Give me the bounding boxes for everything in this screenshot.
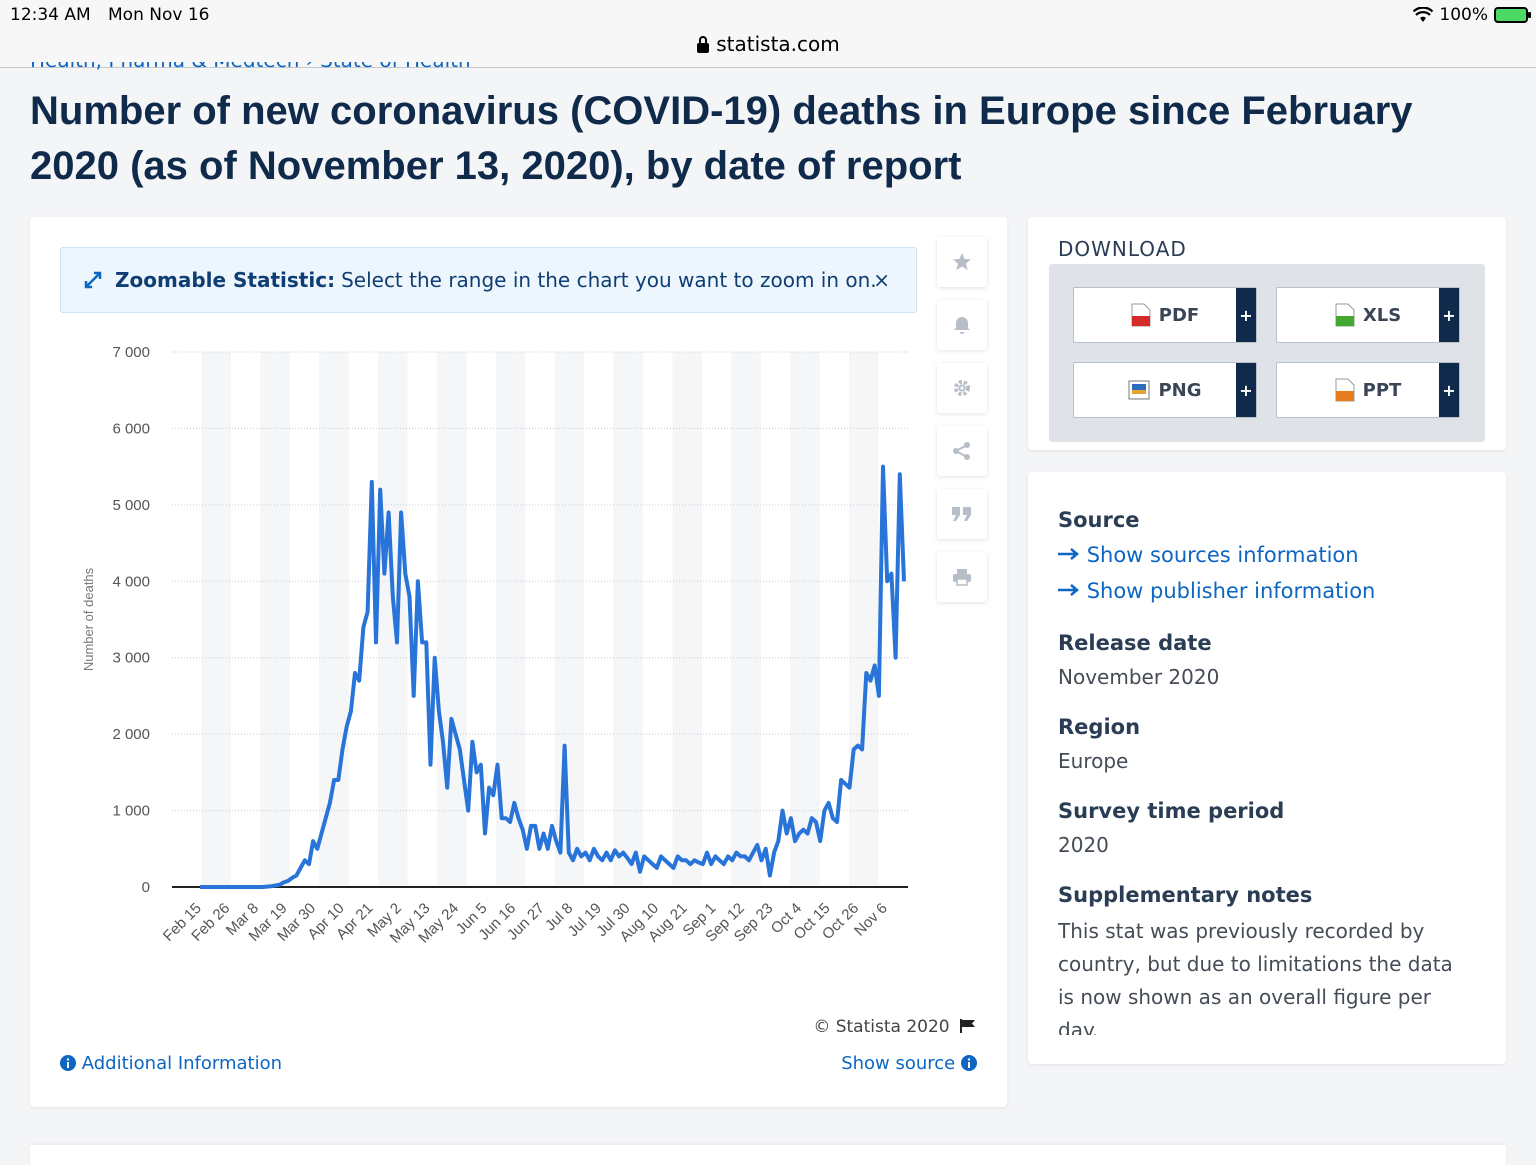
battery-status: 100% <box>1413 5 1531 25</box>
survey-period-heading: Survey time period <box>1058 799 1285 823</box>
gear-icon <box>954 380 970 396</box>
y-tick-label: 5 000 <box>112 497 150 514</box>
y-axis-label: Number of deaths <box>81 567 96 671</box>
survey-period-value: 2020 <box>1058 833 1109 857</box>
y-tick-label: 4 000 <box>112 573 150 590</box>
supplementary-notes-text: This stat was previously recorded by cou… <box>1058 919 1453 1035</box>
share-icon <box>953 442 970 460</box>
next-section-card <box>30 1145 1506 1165</box>
y-tick-label: 1 000 <box>112 803 150 820</box>
info-icon <box>60 1055 76 1071</box>
release-date-heading: Release date <box>1058 631 1212 655</box>
battery-icon <box>1494 7 1531 23</box>
png-plus[interactable]: + <box>1236 363 1256 417</box>
wifi-icon <box>1413 7 1434 22</box>
page-title: Number of new coronavirus (COVID-19) dea… <box>30 89 1413 188</box>
status-date: Mon Nov 16 <box>108 5 210 25</box>
y-tick-label: 7 000 <box>112 344 150 361</box>
pdf-plus[interactable]: + <box>1236 288 1256 342</box>
download-pdf-button[interactable]: PDF + <box>1073 287 1257 343</box>
battery-percent: 100% <box>1439 5 1488 25</box>
info-icon <box>961 1055 977 1071</box>
copyright-text: © Statista 2020 <box>813 1017 950 1037</box>
copyright-notice: © Statista 2020 <box>813 1017 977 1037</box>
y-tick-label: 0 <box>142 879 150 896</box>
xls-file-icon <box>1335 303 1355 327</box>
print-button[interactable] <box>937 552 987 602</box>
pdf-label: PDF <box>1158 304 1200 326</box>
quote-icon <box>952 507 971 521</box>
chart-band <box>319 352 349 887</box>
show-publisher-label: Show publisher information <box>1086 579 1376 603</box>
ppt-label: PPT <box>1362 379 1402 401</box>
zoom-text: Select the range in the chart you want t… <box>341 268 877 292</box>
chart-band <box>436 352 467 887</box>
chart-band <box>849 352 879 887</box>
chart-band <box>672 352 702 887</box>
show-source-link[interactable]: Show source <box>841 1053 977 1074</box>
chart-band <box>260 352 290 887</box>
additional-info-link[interactable]: Additional Information <box>60 1053 282 1074</box>
favorite-button[interactable] <box>937 237 987 287</box>
bell-icon <box>954 317 970 334</box>
source-heading: Source <box>1058 508 1140 532</box>
download-card: DOWNLOAD PDF + XLS + PNG + PPT + <box>1028 217 1506 450</box>
region-heading: Region <box>1058 715 1141 739</box>
ppt-plus[interactable]: + <box>1439 363 1459 417</box>
cite-button[interactable] <box>937 489 987 539</box>
chart-band <box>613 352 644 887</box>
ppt-file-icon <box>1335 378 1355 402</box>
zoom-banner: Zoomable Statistic: Select the range in … <box>60 247 917 313</box>
url-text: statista.com <box>716 32 840 56</box>
arrow-right-icon <box>1058 584 1079 596</box>
close-icon[interactable]: × <box>873 268 890 292</box>
y-tick-label: 3 000 <box>112 650 150 667</box>
zoom-label: Zoomable Statistic: <box>115 268 336 292</box>
release-date-value: November 2020 <box>1058 665 1220 689</box>
y-tick-label: 2 000 <box>112 726 150 743</box>
print-icon <box>953 569 971 586</box>
xls-label: XLS <box>1362 304 1402 326</box>
statistic-details-card: Source Show sources information Show pub… <box>1028 472 1506 1064</box>
x-tick-label: Nov 6 <box>851 900 891 940</box>
download-options: PDF + XLS + PNG + PPT + <box>1049 264 1485 442</box>
show-source-label: Show source <box>841 1053 956 1074</box>
download-ppt-button[interactable]: PPT + <box>1276 362 1460 418</box>
address-bar[interactable]: statista.com <box>0 32 1536 56</box>
deaths-line-chart[interactable]: 0 1 000 2 000 3 000 4 000 5 000 6 000 7 000 Numb… <box>30 217 1007 1017</box>
chart-band <box>554 352 585 887</box>
download-title: DOWNLOAD <box>1058 237 1187 261</box>
lock-icon <box>697 36 710 53</box>
png-label: PNG <box>1158 379 1202 401</box>
breadcrumb[interactable]: Health, Pharma & Medtech › State of Heal… <box>30 62 471 72</box>
flag-icon <box>960 1019 975 1033</box>
y-tick-label: 6 000 <box>112 420 150 437</box>
settings-button[interactable] <box>937 363 987 413</box>
additional-info-label: Additional Information <box>81 1053 283 1074</box>
deaths-series-line <box>200 464 906 889</box>
pdf-file-icon <box>1131 303 1151 327</box>
download-png-button[interactable]: PNG + <box>1073 362 1257 418</box>
chart-band <box>731 352 761 887</box>
status-time: 12:34 AM <box>10 5 91 25</box>
expand-arrows-icon <box>84 271 102 289</box>
chart-band <box>790 352 820 887</box>
png-file-icon <box>1128 380 1150 400</box>
supplementary-notes-heading: Supplementary notes <box>1058 883 1313 907</box>
star-icon <box>953 253 971 270</box>
region-value: Europe <box>1058 749 1129 773</box>
show-sources-link[interactable]: Show sources information <box>1058 543 1359 567</box>
chart-band <box>201 352 231 887</box>
xls-plus[interactable]: + <box>1439 288 1459 342</box>
download-xls-button[interactable]: XLS + <box>1276 287 1460 343</box>
show-sources-label: Show sources information <box>1086 543 1359 567</box>
chart-card: Zoomable Statistic: Select the range in … <box>30 217 1007 1107</box>
chart-band <box>378 352 408 887</box>
show-publisher-link[interactable]: Show publisher information <box>1058 579 1375 603</box>
ios-status-bar: 12:34 AM Mon Nov 16 statista.com 100% <box>0 0 1536 68</box>
chart-tools <box>937 237 987 615</box>
arrow-right-icon <box>1058 548 1079 560</box>
share-button[interactable] <box>937 426 987 476</box>
notify-button[interactable] <box>937 300 987 350</box>
